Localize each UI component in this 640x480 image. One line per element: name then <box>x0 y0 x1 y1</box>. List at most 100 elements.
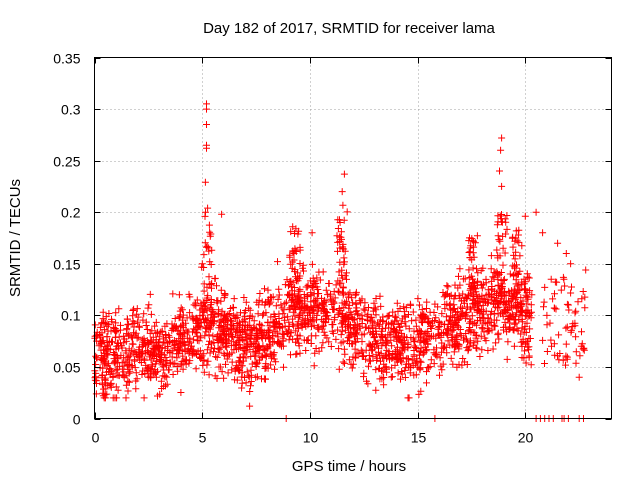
data-point <box>208 340 216 348</box>
data-point <box>450 348 458 356</box>
data-point <box>152 369 160 377</box>
data-point <box>378 367 385 375</box>
data-point <box>132 385 140 393</box>
data-point <box>297 320 305 328</box>
data-point <box>296 332 304 340</box>
data-point <box>390 333 398 341</box>
data-point <box>398 368 406 375</box>
data-point <box>210 348 217 356</box>
data-point <box>345 301 353 309</box>
data-point <box>275 320 283 327</box>
data-point <box>413 345 420 353</box>
data-point <box>270 323 278 331</box>
data-point <box>162 354 170 361</box>
data-point <box>412 344 419 351</box>
data-point <box>489 273 497 281</box>
data-point <box>204 204 212 212</box>
data-point <box>428 321 436 329</box>
data-point <box>412 322 420 330</box>
data-point <box>205 341 213 349</box>
data-point <box>173 354 181 362</box>
data-point <box>509 243 517 251</box>
data-point <box>240 294 248 301</box>
data-point <box>203 346 211 354</box>
data-point <box>397 357 404 365</box>
data-point <box>307 340 315 347</box>
data-point <box>231 313 239 321</box>
data-point <box>352 354 360 362</box>
data-point <box>320 328 328 336</box>
data-point <box>455 315 463 323</box>
data-point <box>208 318 216 326</box>
data-point <box>126 368 134 376</box>
data-point <box>172 337 180 345</box>
data-point <box>103 368 110 376</box>
data-point <box>106 382 114 390</box>
data-point <box>107 383 115 391</box>
data-point <box>177 304 185 312</box>
data-point <box>98 337 106 345</box>
data-point <box>200 368 208 376</box>
data-point <box>463 335 470 343</box>
data-point <box>478 284 486 292</box>
data-point <box>99 364 107 372</box>
data-point <box>219 336 227 344</box>
y-axis-title: SRMTID / TECUs <box>7 179 24 297</box>
data-point <box>120 339 128 347</box>
data-point <box>308 282 316 290</box>
data-point <box>322 286 330 294</box>
data-point <box>416 338 424 346</box>
y-tick-label: 0.3 <box>61 102 81 118</box>
data-point <box>179 316 187 324</box>
data-point <box>372 311 380 319</box>
data-point <box>372 386 380 394</box>
data-point <box>328 321 336 329</box>
data-point <box>295 297 303 305</box>
data-points <box>91 100 590 422</box>
data-point <box>449 313 457 321</box>
data-point <box>511 320 519 328</box>
data-point <box>453 331 461 339</box>
data-point <box>321 331 329 339</box>
data-point <box>243 348 251 356</box>
data-point <box>91 376 99 384</box>
data-point <box>552 305 560 313</box>
data-point <box>469 291 477 299</box>
data-point <box>512 280 520 288</box>
data-point <box>157 377 165 385</box>
data-point <box>493 246 501 254</box>
data-point <box>497 290 505 298</box>
data-point <box>231 376 239 384</box>
data-point <box>339 201 347 209</box>
data-point <box>479 310 487 318</box>
data-point <box>228 317 235 325</box>
data-point <box>214 297 222 305</box>
data-point <box>578 295 586 303</box>
data-point <box>103 322 111 330</box>
data-point <box>516 267 524 275</box>
data-point <box>582 266 590 274</box>
data-point <box>469 264 477 272</box>
data-point <box>128 347 136 355</box>
data-point <box>193 314 201 322</box>
data-point <box>495 270 503 278</box>
data-point <box>410 371 418 379</box>
data-point <box>292 327 300 335</box>
data-point <box>422 347 430 355</box>
data-point <box>466 326 474 334</box>
data-point <box>424 364 432 371</box>
data-point <box>492 339 500 347</box>
data-point <box>394 320 402 328</box>
data-point <box>140 394 148 402</box>
data-point <box>456 326 464 333</box>
data-point <box>416 301 423 309</box>
data-point <box>146 290 154 298</box>
data-point <box>159 338 167 346</box>
data-point <box>292 248 300 255</box>
plot-frame <box>94 57 612 419</box>
data-point <box>350 324 358 331</box>
data-point <box>527 301 535 309</box>
data-point <box>253 359 261 367</box>
data-point <box>311 349 319 357</box>
data-point <box>101 319 109 327</box>
